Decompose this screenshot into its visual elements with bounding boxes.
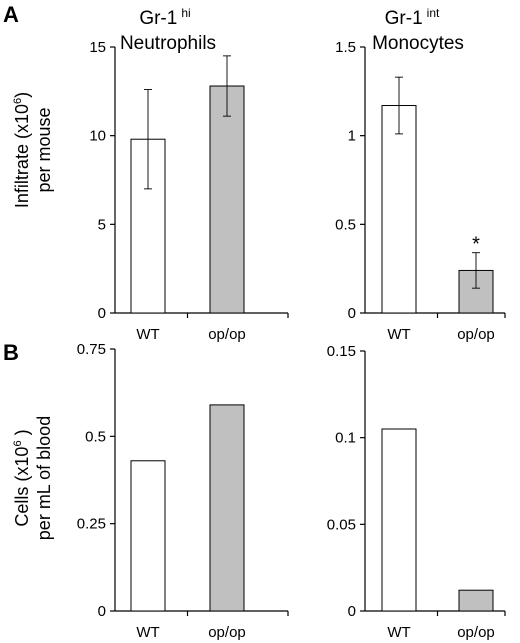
y-tick-label-a-right: 1 [348, 128, 356, 145]
x-tick-label-a-right: op/op [457, 326, 495, 343]
svg-text:per mouse: per mouse [34, 107, 54, 192]
chart-a-right: 0 0.5 1 1.5 WT op/op * [335, 39, 506, 343]
y-tick-label-a-left: 15 [89, 39, 106, 56]
y-tick-label-a-left: 10 [89, 128, 106, 145]
chart-b-left: 0 0.25 0.5 0.75 WT op/op [77, 341, 289, 641]
svg-text:Cells (x106 ): Cells (x106 ) [12, 429, 32, 526]
y-tick-label-b-left: 0.5 [85, 428, 106, 445]
y-tick-label-a-left: 5 [98, 216, 106, 233]
bar-b-left-opop [209, 404, 245, 612]
x-tick-label-a-right: WT [387, 326, 410, 343]
bar-a-left-opop [209, 85, 245, 314]
bar-b-right-wt [381, 428, 417, 612]
ylabel-a: Infiltrate (x106) per mouse [12, 92, 54, 208]
y-tick-label-b-left: 0.75 [77, 341, 106, 358]
y-tick-label-a-left: 0 [98, 305, 106, 322]
y-tick-label-b-right: 0.05 [327, 516, 356, 533]
panel-label-a: A [3, 2, 19, 27]
x-tick-label-b-right: WT [387, 624, 410, 641]
x-tick-label-b-left: WT [136, 624, 159, 641]
bar-b-left-wt [130, 460, 166, 612]
chart-b-right: 0 0.05 0.1 0.15 WT op/op [327, 343, 506, 641]
subtitle-left: Neutrophils [120, 33, 216, 54]
title-left: Gr-1 hi [139, 6, 190, 29]
chart-a-left: 0 5 10 15 WT op/op [89, 39, 289, 343]
chart-panels: 0 5 10 15 WT op/op 0 0.5 1 1.5 WT op/op * 0 0.25 0.5 0.7… [77, 39, 506, 641]
svg-text:per mL of blood: per mL of blood [34, 416, 54, 540]
bar-b-right-opop [458, 589, 494, 612]
y-tick-label-b-left: 0 [98, 603, 106, 620]
panel-label-b: B [3, 340, 19, 365]
svg-text:Infiltrate (x106): Infiltrate (x106) [12, 92, 32, 208]
x-tick-label-a-left: op/op [208, 326, 246, 343]
y-tick-label-a-right: 1.5 [335, 39, 356, 56]
x-tick-label-b-right: op/op [457, 624, 495, 641]
ylabel-b: Cells (x106 ) per mL of blood [12, 416, 54, 540]
significance-star: * [472, 234, 480, 256]
x-tick-label-a-left: WT [136, 326, 159, 343]
title-right: Gr-1 int [385, 6, 440, 29]
y-tick-label-b-right: 0 [348, 603, 356, 620]
y-tick-label-a-right: 0.5 [335, 216, 356, 233]
y-tick-label-b-right: 0.15 [327, 343, 356, 360]
y-tick-label-b-left: 0.25 [77, 516, 106, 533]
y-tick-label-a-right: 0 [348, 305, 356, 322]
x-tick-label-b-left: op/op [208, 624, 246, 641]
subtitle-right: Monocytes [372, 33, 464, 54]
bar-a-right-wt [381, 105, 417, 314]
y-tick-label-b-right: 0.1 [335, 430, 356, 447]
